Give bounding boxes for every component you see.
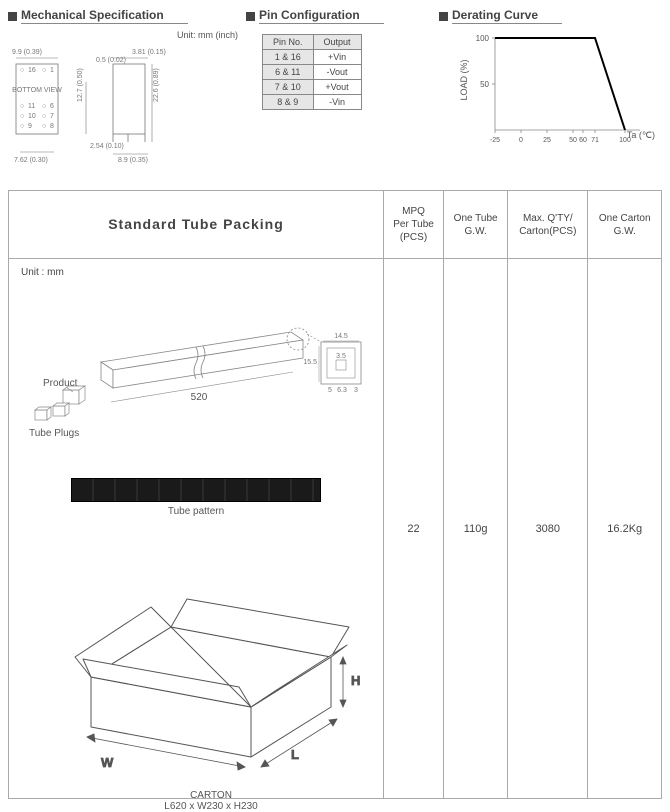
svg-text:-25: -25 bbox=[490, 137, 500, 144]
svg-text:○: ○ bbox=[42, 103, 46, 110]
svg-text:12.7 (0.50): 12.7 (0.50) bbox=[77, 68, 84, 102]
col-max-qty: Max. Q'TY/ Carton(PCS) bbox=[508, 191, 588, 259]
svg-text:9.9 (0.39): 9.9 (0.39) bbox=[12, 49, 42, 56]
svg-text:50: 50 bbox=[480, 80, 489, 89]
unit-mm: Unit : mm bbox=[21, 267, 371, 278]
tube-pattern-label: Tube pattern bbox=[71, 506, 321, 517]
svg-text:3.81 (0.15): 3.81 (0.15) bbox=[132, 49, 166, 56]
svg-text:6: 6 bbox=[50, 103, 54, 110]
pin-cell: 8 & 9 bbox=[263, 95, 314, 110]
svg-text:3.5: 3.5 bbox=[336, 353, 346, 360]
svg-text:○: ○ bbox=[42, 113, 46, 120]
derating-section: Derating Curve 100 50 bbox=[439, 8, 662, 172]
val-carton-gw: 16.2Kg bbox=[588, 259, 662, 799]
svg-text:15.5: 15.5 bbox=[303, 359, 317, 366]
pin-cell: 7 & 10 bbox=[263, 80, 314, 95]
pin-header-no: Pin No. bbox=[263, 35, 314, 50]
svg-text:11: 11 bbox=[28, 103, 35, 110]
svg-text:○: ○ bbox=[20, 103, 24, 110]
svg-text:H: H bbox=[351, 673, 360, 688]
col-mpq: MPQ Per Tube (PCS) bbox=[384, 191, 444, 259]
svg-text:50: 50 bbox=[569, 137, 577, 144]
tube-pattern-image bbox=[71, 478, 321, 502]
pin-cell: -Vin bbox=[313, 95, 361, 110]
carton-dim: L620 x W230 x H230 bbox=[111, 801, 311, 812]
mechanical-spec-section: Mechanical Specification Unit: mm (inch)… bbox=[8, 8, 238, 172]
svg-text:○: ○ bbox=[20, 123, 24, 130]
svg-text:Tube Plugs: Tube Plugs bbox=[29, 428, 79, 439]
svg-text:10: 10 bbox=[28, 113, 36, 120]
svg-text:○: ○ bbox=[42, 123, 46, 130]
svg-text:25: 25 bbox=[543, 137, 551, 144]
carton-illustration: H L W bbox=[51, 557, 371, 787]
svg-text:22.6 (0.89): 22.6 (0.89) bbox=[153, 68, 160, 102]
svg-text:8: 8 bbox=[50, 123, 54, 130]
svg-text:0: 0 bbox=[519, 137, 523, 144]
svg-text:100: 100 bbox=[476, 34, 490, 43]
pin-header-out: Output bbox=[313, 35, 361, 50]
svg-text:LOAD (%): LOAD (%) bbox=[459, 59, 469, 100]
val-mpq: 22 bbox=[384, 259, 444, 799]
svg-text:○: ○ bbox=[42, 67, 46, 74]
svg-text:71: 71 bbox=[591, 137, 599, 144]
unit-label-mech: Unit: mm (inch) bbox=[8, 30, 238, 40]
svg-text:520: 520 bbox=[191, 392, 208, 403]
pin-cell: +Vout bbox=[313, 80, 361, 95]
svg-text:W: W bbox=[101, 755, 114, 770]
svg-text:2.54 (0.10): 2.54 (0.10) bbox=[90, 143, 124, 150]
val-max-qty: 3080 bbox=[508, 259, 588, 799]
svg-text:7.62 (0.30): 7.62 (0.30) bbox=[14, 157, 48, 164]
svg-text:1: 1 bbox=[50, 67, 54, 74]
svg-text:16: 16 bbox=[28, 67, 36, 74]
section-title-derating: Derating Curve bbox=[452, 8, 562, 24]
col-tube-gw: One Tube G.W. bbox=[444, 191, 508, 259]
svg-text:○: ○ bbox=[20, 113, 24, 120]
packing-table: Standard Tube Packing MPQ Per Tube (PCS)… bbox=[8, 190, 662, 799]
pin-cell: 1 & 16 bbox=[263, 50, 314, 65]
pin-config-section: Pin Configuration Pin No. Output 1 & 16+… bbox=[246, 8, 431, 172]
bullet-square-icon bbox=[439, 12, 448, 21]
pin-table: Pin No. Output 1 & 16+Vin 6 & 11-Vout 7 … bbox=[262, 34, 362, 110]
svg-text:9: 9 bbox=[28, 123, 32, 130]
section-title-mech: Mechanical Specification bbox=[21, 8, 188, 24]
mechanical-drawing: ○ 16 1 ○ BOTTOM VIEW ○ 11 6 ○ ○ 10 7 ○ ○ 9 8 ○ 9… bbox=[8, 42, 238, 172]
pin-cell: +Vin bbox=[313, 50, 361, 65]
svg-text:7: 7 bbox=[50, 113, 54, 120]
svg-text:5: 5 bbox=[328, 387, 332, 394]
svg-text:3: 3 bbox=[354, 387, 358, 394]
col-carton-gw: One Carton G.W. bbox=[588, 191, 662, 259]
pin-cell: -Vout bbox=[313, 65, 361, 80]
bullet-square-icon bbox=[246, 12, 255, 21]
packing-illustration-cell: Unit : mm bbox=[9, 259, 384, 799]
packing-title: Standard Tube Packing bbox=[9, 191, 384, 259]
carton-label: CARTON bbox=[111, 790, 311, 801]
bullet-square-icon bbox=[8, 12, 17, 21]
pin-cell: 6 & 11 bbox=[263, 65, 314, 80]
svg-text:14.5: 14.5 bbox=[334, 333, 348, 340]
derating-chart: 100 50 -25025506071100 LOAD (%) Ta (℃) bbox=[459, 30, 649, 145]
svg-text:6.3: 6.3 bbox=[337, 387, 347, 394]
svg-text:BOTTOM VIEW: BOTTOM VIEW bbox=[12, 87, 62, 94]
val-tube-gw: 110g bbox=[444, 259, 508, 799]
svg-text:Ta (℃): Ta (℃) bbox=[627, 130, 655, 140]
svg-text:8.9 (0.35): 8.9 (0.35) bbox=[118, 157, 148, 164]
svg-text:Product: Product bbox=[43, 378, 78, 389]
svg-text:○: ○ bbox=[20, 67, 24, 74]
svg-text:60: 60 bbox=[579, 137, 587, 144]
tube-illustration: 520 Product bbox=[21, 302, 371, 472]
svg-text:L: L bbox=[291, 747, 299, 762]
section-title-pin: Pin Configuration bbox=[259, 8, 384, 24]
